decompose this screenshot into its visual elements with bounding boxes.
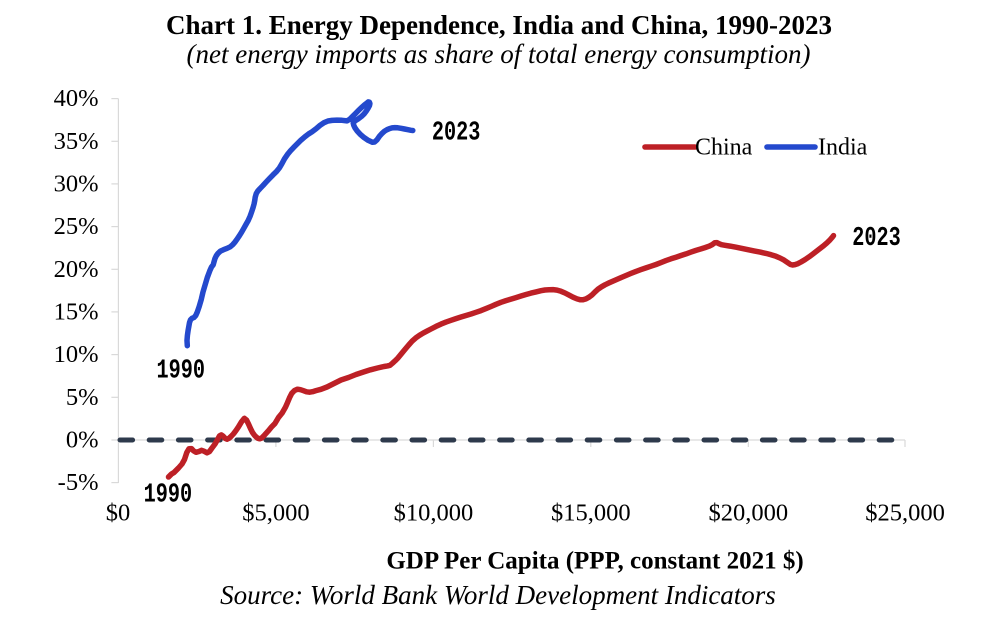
svg-text:(net energy imports as share o: (net energy imports as share of total en… (187, 39, 811, 69)
svg-text:40%: 40% (54, 85, 99, 112)
svg-text:$15,000: $15,000 (551, 500, 631, 527)
svg-text:5%: 5% (66, 384, 99, 411)
svg-text:35%: 35% (54, 128, 99, 155)
svg-text:Chart 1. Energy Dependence, In: Chart 1. Energy Dependence, India and Ch… (166, 10, 832, 40)
svg-text:30%: 30% (54, 171, 99, 198)
svg-text:$25,000: $25,000 (865, 500, 945, 527)
svg-text:$5,000: $5,000 (242, 500, 309, 527)
svg-text:10%: 10% (54, 341, 99, 368)
svg-text:$20,000: $20,000 (708, 500, 788, 527)
svg-text:Source: World Bank World Devel: Source: World Bank World Development Ind… (220, 580, 776, 610)
svg-text:25%: 25% (54, 213, 99, 240)
svg-text:-5%: -5% (58, 469, 99, 496)
svg-text:1990: 1990 (157, 357, 206, 387)
svg-text:20%: 20% (54, 256, 99, 283)
svg-text:India: India (818, 135, 868, 161)
svg-text:2023: 2023 (852, 224, 901, 254)
svg-text:GDP Per Capita (PPP, constant: GDP Per Capita (PPP, constant 2021 $) (386, 548, 803, 575)
svg-text:2023: 2023 (432, 118, 481, 148)
svg-text:$0: $0 (106, 500, 131, 527)
svg-text:1990: 1990 (144, 481, 193, 511)
svg-text:China: China (695, 135, 753, 161)
svg-text:0%: 0% (66, 427, 99, 454)
svg-text:$10,000: $10,000 (394, 500, 474, 527)
svg-text:15%: 15% (54, 299, 99, 326)
